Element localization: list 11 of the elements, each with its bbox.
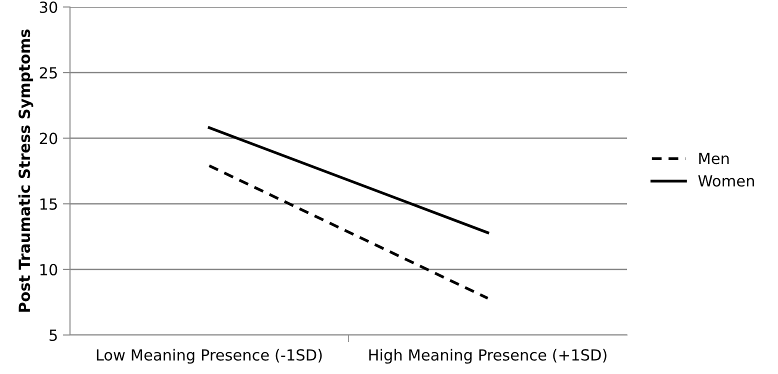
y-tick-label: 10: [40, 264, 58, 276]
y-tick-label: 30: [40, 1, 58, 14]
y-tick-label: 5: [50, 330, 57, 342]
x-tick-label: High Meaning Presence (+1SD): [369, 348, 606, 364]
legend-label: Women: [698, 175, 754, 187]
y-tick-label: 25: [40, 67, 57, 79]
legend-label: Men: [699, 152, 729, 164]
y-tick-label: 15: [40, 198, 57, 210]
y-axis-title: Post Traumatic Stress Symptoms: [18, 30, 34, 312]
x-tick-label: Low Meaning Presence (-1SD): [96, 348, 322, 364]
y-tick-label: 20: [40, 132, 58, 144]
